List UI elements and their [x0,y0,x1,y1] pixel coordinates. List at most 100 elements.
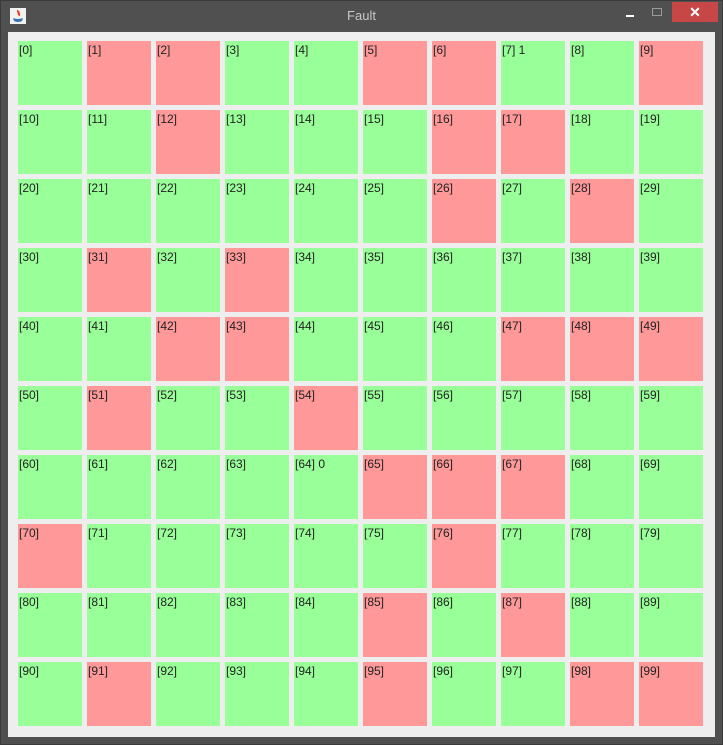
grid-cell-63: [63] [225,455,289,519]
content-pane: [0] [1] [2] [3] [4] [5] [6] [7] 1 [8] [9] [10] [11]… [8,32,715,737]
grid-cell-39: [39] [639,248,703,312]
grid-cell-5: [5] [363,41,427,105]
grid-cell-48: [48] [570,317,634,381]
window-title: Fault [347,8,376,23]
grid-cell-18: [18] [570,110,634,174]
grid-cell-16: [16] [432,110,496,174]
grid-cell-72: [72] [156,524,220,588]
grid-cell-90: [90] [18,662,82,726]
grid-cell-77: [77] [501,524,565,588]
grid-cell-61: [61] [87,455,151,519]
grid-cell-35: [35] [363,248,427,312]
grid-cell-29: [29] [639,179,703,243]
grid-cell-13: [13] [225,110,289,174]
grid-cell-99: [99] [639,662,703,726]
grid-cell-52: [52] [156,386,220,450]
grid-cell-53: [53] [225,386,289,450]
grid-cell-54: [54] [294,386,358,450]
grid-cell-30: [30] [18,248,82,312]
grid-cell-20: [20] [18,179,82,243]
grid-cell-56: [56] [432,386,496,450]
grid-cell-80: [80] [18,593,82,657]
grid-cell-94: [94] [294,662,358,726]
grid-cell-46: [46] [432,317,496,381]
grid-cell-23: [23] [225,179,289,243]
grid-cell-76: [76] [432,524,496,588]
grid-cell-89: [89] [639,593,703,657]
close-button[interactable]: ✕ [672,2,718,22]
grid-cell-86: [86] [432,593,496,657]
grid-cell-78: [78] [570,524,634,588]
grid-cell-47: [47] [501,317,565,381]
grid-cell-85: [85] [363,593,427,657]
grid-cell-42: [42] [156,317,220,381]
grid-cell-83: [83] [225,593,289,657]
grid-cell-55: [55] [363,386,427,450]
grid-cell-2: [2] [156,41,220,105]
grid-cell-45: [45] [363,317,427,381]
grid-cell-59: [59] [639,386,703,450]
title-bar[interactable]: Fault ✕ [1,1,722,31]
grid-cell-66: [66] [432,455,496,519]
grid-cell-36: [36] [432,248,496,312]
grid-cell-62: [62] [156,455,220,519]
grid-cell-25: [25] [363,179,427,243]
grid-cell-19: [19] [639,110,703,174]
grid-cell-43: [43] [225,317,289,381]
grid-cell-32: [32] [156,248,220,312]
grid-cell-92: [92] [156,662,220,726]
grid-cell-1: [1] [87,41,151,105]
grid-cell-11: [11] [87,110,151,174]
grid-cell-93: [93] [225,662,289,726]
grid-cell-67: [67] [501,455,565,519]
close-icon: ✕ [689,4,701,20]
grid-cell-21: [21] [87,179,151,243]
grid-cell-96: [96] [432,662,496,726]
grid-cell-81: [81] [87,593,151,657]
grid-cell-44: [44] [294,317,358,381]
grid-cell-8: [8] [570,41,634,105]
grid-cell-6: [6] [432,41,496,105]
grid-cell-50: [50] [18,386,82,450]
grid-cell-75: [75] [363,524,427,588]
grid-cell-91: [91] [87,662,151,726]
grid-cell-31: [31] [87,248,151,312]
grid-cell-41: [41] [87,317,151,381]
grid-cell-87: [87] [501,593,565,657]
grid-cell-71: [71] [87,524,151,588]
grid-cell-60: [60] [18,455,82,519]
minimize-button[interactable] [617,2,643,22]
grid-cell-38: [38] [570,248,634,312]
grid-cell-26: [26] [432,179,496,243]
grid-cell-70: [70] [18,524,82,588]
grid-cell-88: [88] [570,593,634,657]
grid-cell-69: [69] [639,455,703,519]
grid-cell-82: [82] [156,593,220,657]
grid-cell-33: [33] [225,248,289,312]
grid-cell-73: [73] [225,524,289,588]
java-icon[interactable] [10,8,26,24]
grid-cell-37: [37] [501,248,565,312]
grid-cell-24: [24] [294,179,358,243]
grid-cell-4: [4] [294,41,358,105]
grid-cell-95: [95] [363,662,427,726]
grid-cell-15: [15] [363,110,427,174]
grid-cell-10: [10] [18,110,82,174]
maximize-icon [652,8,662,16]
grid-cell-22: [22] [156,179,220,243]
grid-cell-17: [17] [501,110,565,174]
grid-cell-84: [84] [294,593,358,657]
grid-cell-64: [64] 0 [294,455,358,519]
grid-cell-12: [12] [156,110,220,174]
grid-cell-58: [58] [570,386,634,450]
grid-cell-14: [14] [294,110,358,174]
maximize-button[interactable] [644,2,670,22]
grid-cell-97: [97] [501,662,565,726]
grid-cell-74: [74] [294,524,358,588]
minimize-icon [626,15,634,17]
grid-cell-9: [9] [639,41,703,105]
grid-cell-57: [57] [501,386,565,450]
grid-cell-7: [7] 1 [501,41,565,105]
grid-cell-28: [28] [570,179,634,243]
grid-cell-79: [79] [639,524,703,588]
